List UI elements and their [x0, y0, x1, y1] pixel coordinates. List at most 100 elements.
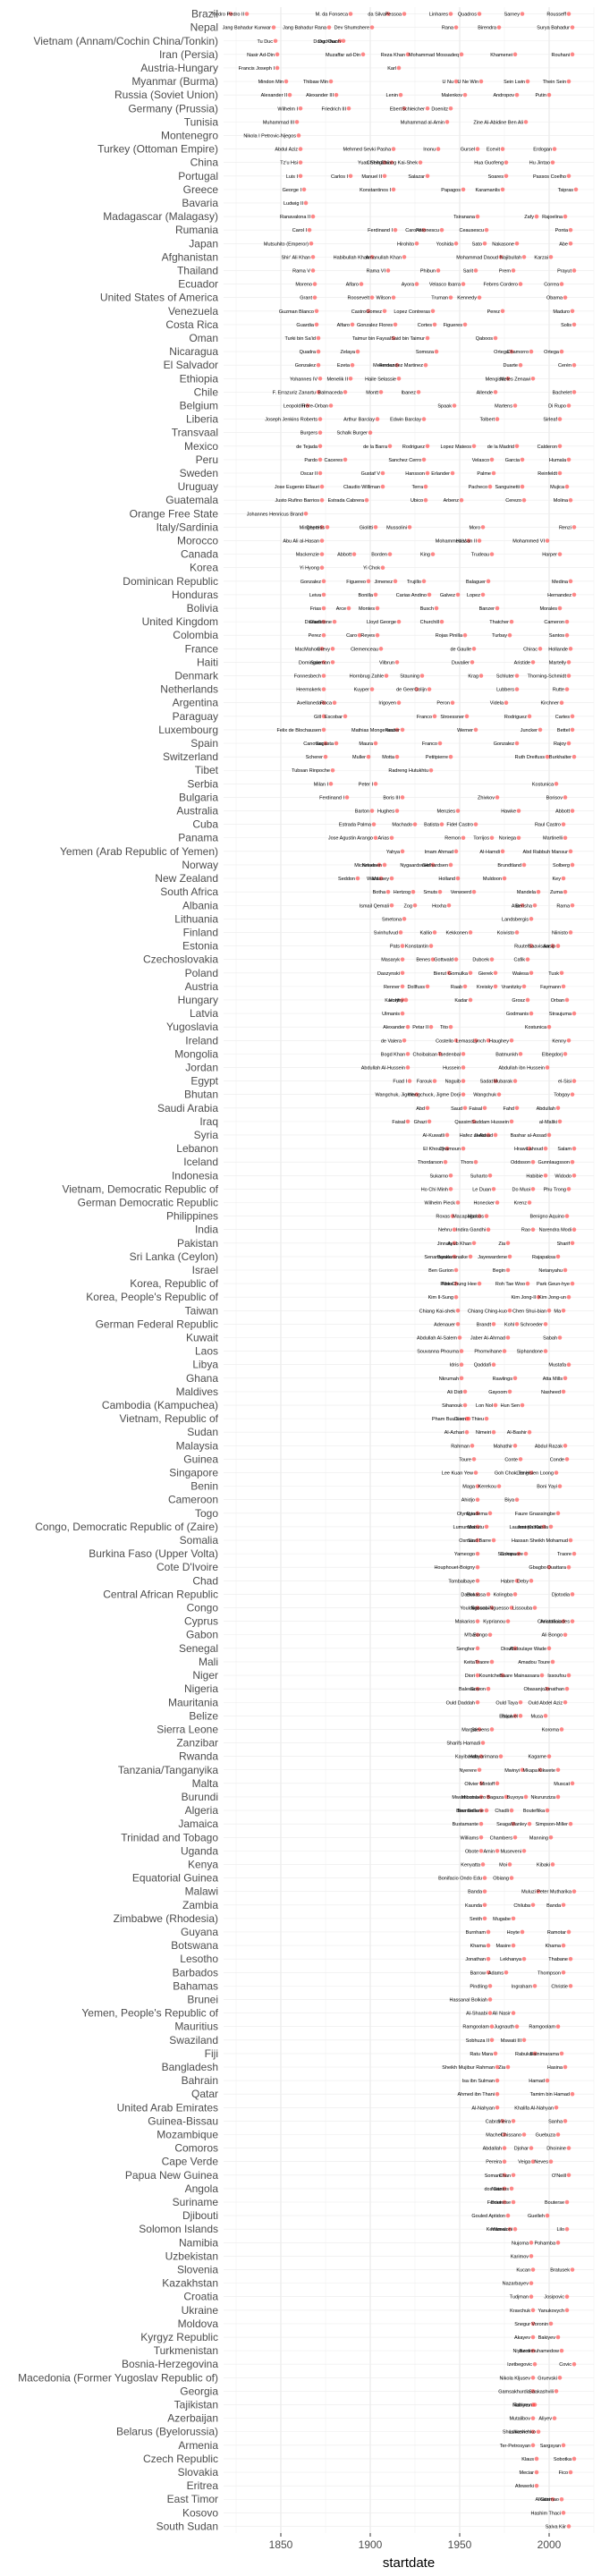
leader-name-label: Abdul Aziz: [275, 148, 298, 153]
leader-point: [496, 25, 502, 30]
leader-name-label: Masaryk: [381, 958, 400, 963]
leader-name-label: Zhivkov: [478, 795, 495, 801]
leader-point: [414, 1092, 419, 1097]
leader-point: [448, 1187, 453, 1191]
country-label: Barbados: [173, 1966, 218, 1979]
country-label: Australia: [176, 805, 218, 818]
leader-point: [475, 1497, 480, 1503]
leader-name-label: Yahya: [386, 850, 401, 855]
leader-point: [521, 2132, 527, 2137]
country-label: Pakistan: [177, 1237, 218, 1250]
leader-point: [473, 1470, 478, 1475]
country-label: Lithuania: [174, 912, 218, 925]
leader-name-label: Leopold II: [284, 403, 306, 409]
leader-name-label: Gottwald: [434, 958, 453, 963]
leader-point: [400, 957, 405, 962]
leader-point: [434, 606, 439, 611]
leader-point: [373, 782, 378, 786]
leader-name-label: Justo Rufino Barrios: [275, 498, 319, 504]
leader-point: [405, 1024, 411, 1030]
leader-point: [568, 579, 573, 584]
leader-name-label: Ma: [554, 1309, 562, 1314]
leader-point: [480, 592, 486, 597]
leader-point: [514, 241, 520, 246]
leader-name-label: F. Errazuriz Zanartu: [273, 390, 316, 395]
leader-name-label: Correa: [544, 283, 560, 288]
leader-name-label: Krag: [468, 674, 478, 680]
country-label: Myanmar (Burma): [131, 75, 218, 88]
leader-name-label: Hun Sen: [501, 1403, 520, 1409]
leader-point: [448, 295, 453, 300]
leader-name-label: Tubsan Rinpoche: [292, 768, 330, 774]
leader-point: [328, 782, 334, 786]
leader-name-label: Hoyte: [507, 1930, 520, 1936]
leader-name-label: Bachelet: [553, 390, 572, 395]
leader-name-label: Bierut: [434, 971, 447, 977]
leader-point: [512, 1714, 518, 1718]
leader-point: [405, 1065, 411, 1070]
leader-name-label: Turbay: [492, 633, 507, 639]
country-label: Montenegro: [161, 129, 218, 141]
leader-name-label: Marcos: [468, 1215, 484, 1220]
leader-point: [561, 2443, 566, 2448]
leader-point: [298, 147, 303, 151]
country-label: Mozambique: [157, 2129, 218, 2141]
leader-name-label: Ho Chi Minh: [421, 1187, 448, 1192]
leader-point: [570, 727, 575, 733]
leader-name-label: Lumumba: [453, 1525, 476, 1530]
leader-name-label: Afewerki: [515, 2484, 534, 2489]
leader-point: [484, 1416, 489, 1421]
leader-name-label: Garcia: [505, 458, 521, 463]
leader-name-label: Landsbergis: [502, 917, 529, 922]
leader-name-label: Vieira: [498, 2119, 512, 2124]
leader-name-label: Raul Castro: [535, 823, 561, 828]
leader-point: [491, 470, 496, 476]
country-label: Bhutan: [184, 1089, 218, 1101]
leader-point: [346, 106, 351, 111]
leader-point: [495, 1781, 500, 1786]
leader-point: [468, 997, 473, 1003]
leader-point: [334, 92, 339, 97]
leader-name-label: Joseph Jenkins Roberts: [265, 418, 317, 423]
leader-point: [400, 849, 405, 854]
leader-point: [496, 1092, 502, 1097]
leader-name-label: Bouterse: [491, 2200, 511, 2206]
leader-name-label: Josipovic: [544, 2295, 564, 2301]
leader-point: [559, 1727, 564, 1732]
leader-point: [321, 714, 326, 719]
leader-name-label: Baare Mainassara: [499, 1674, 540, 1679]
leader-point: [487, 1997, 493, 2002]
country-label: Suriname: [173, 2196, 219, 2208]
leader-point: [493, 1132, 498, 1138]
leader-point: [444, 120, 450, 124]
country-label: Korea, Republic of: [130, 1277, 218, 1290]
leader-name-label: Mujica: [550, 485, 565, 490]
leader-point: [453, 957, 459, 962]
leader-point: [425, 470, 430, 476]
leader-point: [382, 160, 387, 165]
leader-point: [545, 1686, 550, 1691]
leader-name-label: Suharto: [470, 1174, 487, 1179]
leader-name-label: Mamaloni: [491, 2227, 512, 2233]
x-axis-title: startdate: [383, 2555, 435, 2571]
leader-point: [452, 1227, 457, 1232]
country-label: Slovenia: [177, 2264, 218, 2276]
country-label: Rwanda: [179, 1750, 218, 1763]
leader-name-label: de Geer: [396, 688, 414, 693]
leader-point: [377, 862, 382, 868]
leader-name-label: Widodo: [554, 1174, 571, 1179]
country-label: Croatia: [183, 2291, 218, 2303]
leader-point: [566, 79, 571, 84]
leader-name-label: Reza Khan: [381, 53, 405, 58]
leader-point: [461, 1092, 466, 1097]
country-label: German Democratic Republic: [78, 1196, 218, 1208]
leader-point: [473, 822, 478, 826]
leader-point: [301, 187, 307, 192]
leader-point: [475, 1538, 480, 1543]
leader-name-label: Chiang Kai-shek: [419, 1309, 456, 1314]
leader-name-label: Lekhanya: [500, 1957, 522, 1962]
leader-point: [341, 38, 346, 44]
leader-point: [439, 822, 444, 826]
country-label: Yemen, People's Republic of: [81, 2007, 218, 2020]
leader-name-label: Tudjman: [510, 2295, 529, 2301]
